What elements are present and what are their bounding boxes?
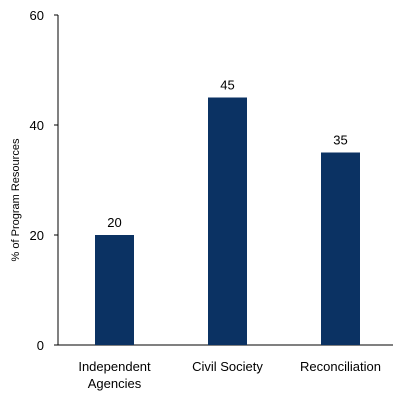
- x-tick-label-line: Civil Society: [192, 359, 263, 374]
- bar: [208, 97, 247, 345]
- x-tick-label: Civil Society: [192, 359, 263, 374]
- x-axis: Independent Agencies Civil Society Reconcil…: [58, 344, 393, 391]
- data-label: 35: [333, 133, 347, 148]
- x-tick-label: Independent Agencies: [78, 359, 151, 391]
- y-tick-label: 60: [30, 8, 44, 23]
- x-tick-label-line: Agencies: [88, 376, 142, 391]
- x-tick-label: Reconciliation: [300, 359, 381, 374]
- bar: [321, 152, 360, 345]
- bar: [95, 235, 134, 345]
- x-tick-label-line: Independent: [78, 359, 151, 374]
- y-tick-label: 20: [30, 228, 44, 243]
- data-label: 20: [107, 215, 121, 230]
- y-tick-label: 40: [30, 118, 44, 133]
- x-tick-label-line: Reconciliation: [300, 359, 381, 374]
- bars: [95, 97, 360, 345]
- data-labels: 20 45 35: [107, 78, 347, 231]
- data-label: 45: [220, 78, 234, 93]
- y-axis: 0 20 40 60: [30, 8, 59, 353]
- y-axis-title: % of Program Resources: [10, 138, 22, 261]
- y-tick-label: 0: [37, 338, 44, 353]
